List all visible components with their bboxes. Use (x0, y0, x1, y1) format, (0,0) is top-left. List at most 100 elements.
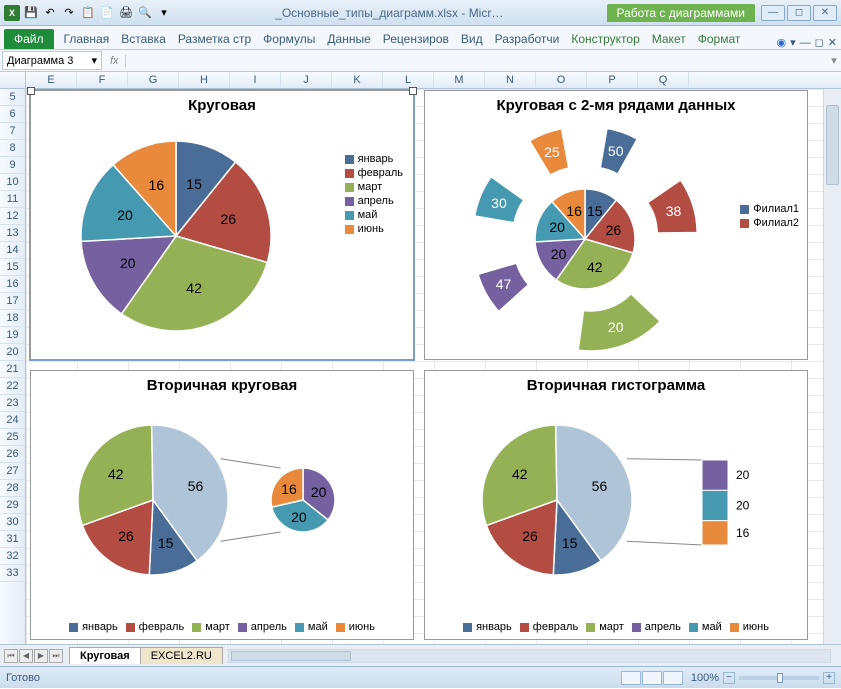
row-header[interactable]: 17 (0, 293, 25, 310)
col-header[interactable]: K (332, 72, 383, 88)
qat-btn[interactable]: 📋 (80, 5, 96, 21)
chart-double-pie[interactable]: Круговая с 2-мя рядами данных Филиал1Фил… (424, 90, 808, 360)
row-header[interactable]: 9 (0, 157, 25, 174)
zoom-in-button[interactable]: + (823, 672, 835, 684)
col-header[interactable]: J (281, 72, 332, 88)
data-label: 20 (291, 509, 307, 525)
row-header[interactable]: 18 (0, 310, 25, 327)
chart-pie[interactable]: Круговая 152642202016 январьфевральмарта… (30, 90, 414, 360)
col-header[interactable]: O (536, 72, 587, 88)
formula-bar: Диаграмма 3▾ fx ▾ (0, 50, 841, 72)
col-header[interactable]: M (434, 72, 485, 88)
sheet-tab-active[interactable]: Круговая (69, 647, 141, 664)
undo-icon[interactable]: ↶ (42, 5, 58, 21)
view-pagebreak-button[interactable] (663, 671, 683, 685)
col-header[interactable]: I (230, 72, 281, 88)
row-header[interactable]: 23 (0, 395, 25, 412)
col-header[interactable]: L (383, 72, 434, 88)
ribbon-tab[interactable]: Вид (455, 29, 489, 49)
horizontal-scrollbar[interactable] (228, 649, 831, 663)
fx-icon[interactable]: fx (110, 55, 119, 67)
minimize-ribbon-icon[interactable]: ▾ (790, 36, 796, 49)
view-layout-button[interactable] (642, 671, 662, 685)
ribbon-tab[interactable]: Рецензиров (377, 29, 455, 49)
ribbon-ctx-tab[interactable]: Конструктор (565, 29, 645, 49)
row-header[interactable]: 21 (0, 361, 25, 378)
tab-first-icon[interactable]: ⏮ (4, 649, 18, 663)
qat-dropdown-icon[interactable]: ▾ (156, 5, 172, 21)
ribbon-tab[interactable]: Главная (58, 29, 116, 49)
row-header[interactable]: 33 (0, 565, 25, 582)
row-header[interactable]: 16 (0, 276, 25, 293)
expand-formula-icon[interactable]: ▾ (827, 54, 841, 67)
help-icon[interactable]: ◉ (777, 36, 787, 49)
ribbon-tab[interactable]: Вставка (115, 29, 172, 49)
row-header[interactable]: 6 (0, 106, 25, 123)
col-header[interactable]: G (128, 72, 179, 88)
col-header[interactable]: P (587, 72, 638, 88)
name-box[interactable]: Диаграмма 3▾ (2, 51, 102, 70)
col-header[interactable]: H (179, 72, 230, 88)
tab-next-icon[interactable]: ▶ (34, 649, 48, 663)
row-header[interactable]: 25 (0, 429, 25, 446)
select-all-corner[interactable] (0, 72, 26, 88)
col-header[interactable]: N (485, 72, 536, 88)
ribbon-tab[interactable]: Разметка стр (172, 29, 257, 49)
sheet-tab[interactable]: EXCEL2.RU (140, 647, 223, 664)
chart-pie-of-pie[interactable]: Вторичная круговая 15264256202016 январь… (30, 370, 414, 640)
zoom-knob[interactable] (777, 673, 783, 683)
redo-icon[interactable]: ↷ (61, 5, 77, 21)
row-header[interactable]: 31 (0, 531, 25, 548)
save-icon[interactable]: 💾 (23, 5, 39, 21)
row-header[interactable]: 11 (0, 191, 25, 208)
row-header[interactable]: 19 (0, 327, 25, 344)
zoom-level[interactable]: 100% (691, 672, 719, 684)
row-header[interactable]: 30 (0, 514, 25, 531)
view-normal-button[interactable] (621, 671, 641, 685)
close-button[interactable]: ✕ (813, 5, 837, 21)
row-header[interactable]: 8 (0, 140, 25, 157)
row-header[interactable]: 27 (0, 463, 25, 480)
qat-btn[interactable]: 🖨 (118, 5, 134, 21)
chart-bar-of-pie[interactable]: Вторичная гистограмма 202016 15264256 ян… (424, 370, 808, 640)
row-header[interactable]: 7 (0, 123, 25, 140)
doc-max-icon[interactable]: ◻ (815, 36, 824, 49)
row-header[interactable]: 15 (0, 259, 25, 276)
col-header[interactable]: F (77, 72, 128, 88)
maximize-button[interactable]: ◻ (787, 5, 811, 21)
row-header[interactable]: 5 (0, 89, 25, 106)
file-tab[interactable]: Файл (4, 29, 54, 49)
ribbon-tab[interactable]: Формулы (257, 29, 321, 49)
name-box-dropdown-icon[interactable]: ▾ (91, 54, 97, 67)
row-header[interactable]: 10 (0, 174, 25, 191)
col-header[interactable]: E (26, 72, 77, 88)
scroll-thumb[interactable] (231, 651, 351, 661)
minimize-button[interactable]: — (761, 5, 785, 21)
col-header[interactable]: Q (638, 72, 689, 88)
ribbon-tab[interactable]: Разработчи (489, 29, 566, 49)
row-header[interactable]: 13 (0, 225, 25, 242)
row-header[interactable]: 29 (0, 497, 25, 514)
qat-btn[interactable]: 🔍 (137, 5, 153, 21)
qat-btn[interactable]: 📄 (99, 5, 115, 21)
doc-close-icon[interactable]: ✕ (828, 36, 837, 49)
zoom-slider[interactable] (739, 676, 819, 680)
tab-prev-icon[interactable]: ◀ (19, 649, 33, 663)
row-header[interactable]: 14 (0, 242, 25, 259)
row-header[interactable]: 12 (0, 208, 25, 225)
ribbon-ctx-tab[interactable]: Формат (692, 29, 747, 49)
row-header[interactable]: 32 (0, 548, 25, 565)
formula-input[interactable] (126, 59, 827, 63)
ribbon-ctx-tab[interactable]: Макет (646, 29, 692, 49)
scroll-thumb[interactable] (826, 105, 839, 185)
vertical-scrollbar[interactable] (823, 89, 841, 644)
row-header[interactable]: 26 (0, 446, 25, 463)
row-header[interactable]: 24 (0, 412, 25, 429)
zoom-out-button[interactable]: − (723, 672, 735, 684)
row-header[interactable]: 28 (0, 480, 25, 497)
row-header[interactable]: 20 (0, 344, 25, 361)
doc-min-icon[interactable]: — (800, 37, 811, 49)
tab-last-icon[interactable]: ⏭ (49, 649, 63, 663)
row-header[interactable]: 22 (0, 378, 25, 395)
ribbon-tab[interactable]: Данные (321, 29, 376, 49)
